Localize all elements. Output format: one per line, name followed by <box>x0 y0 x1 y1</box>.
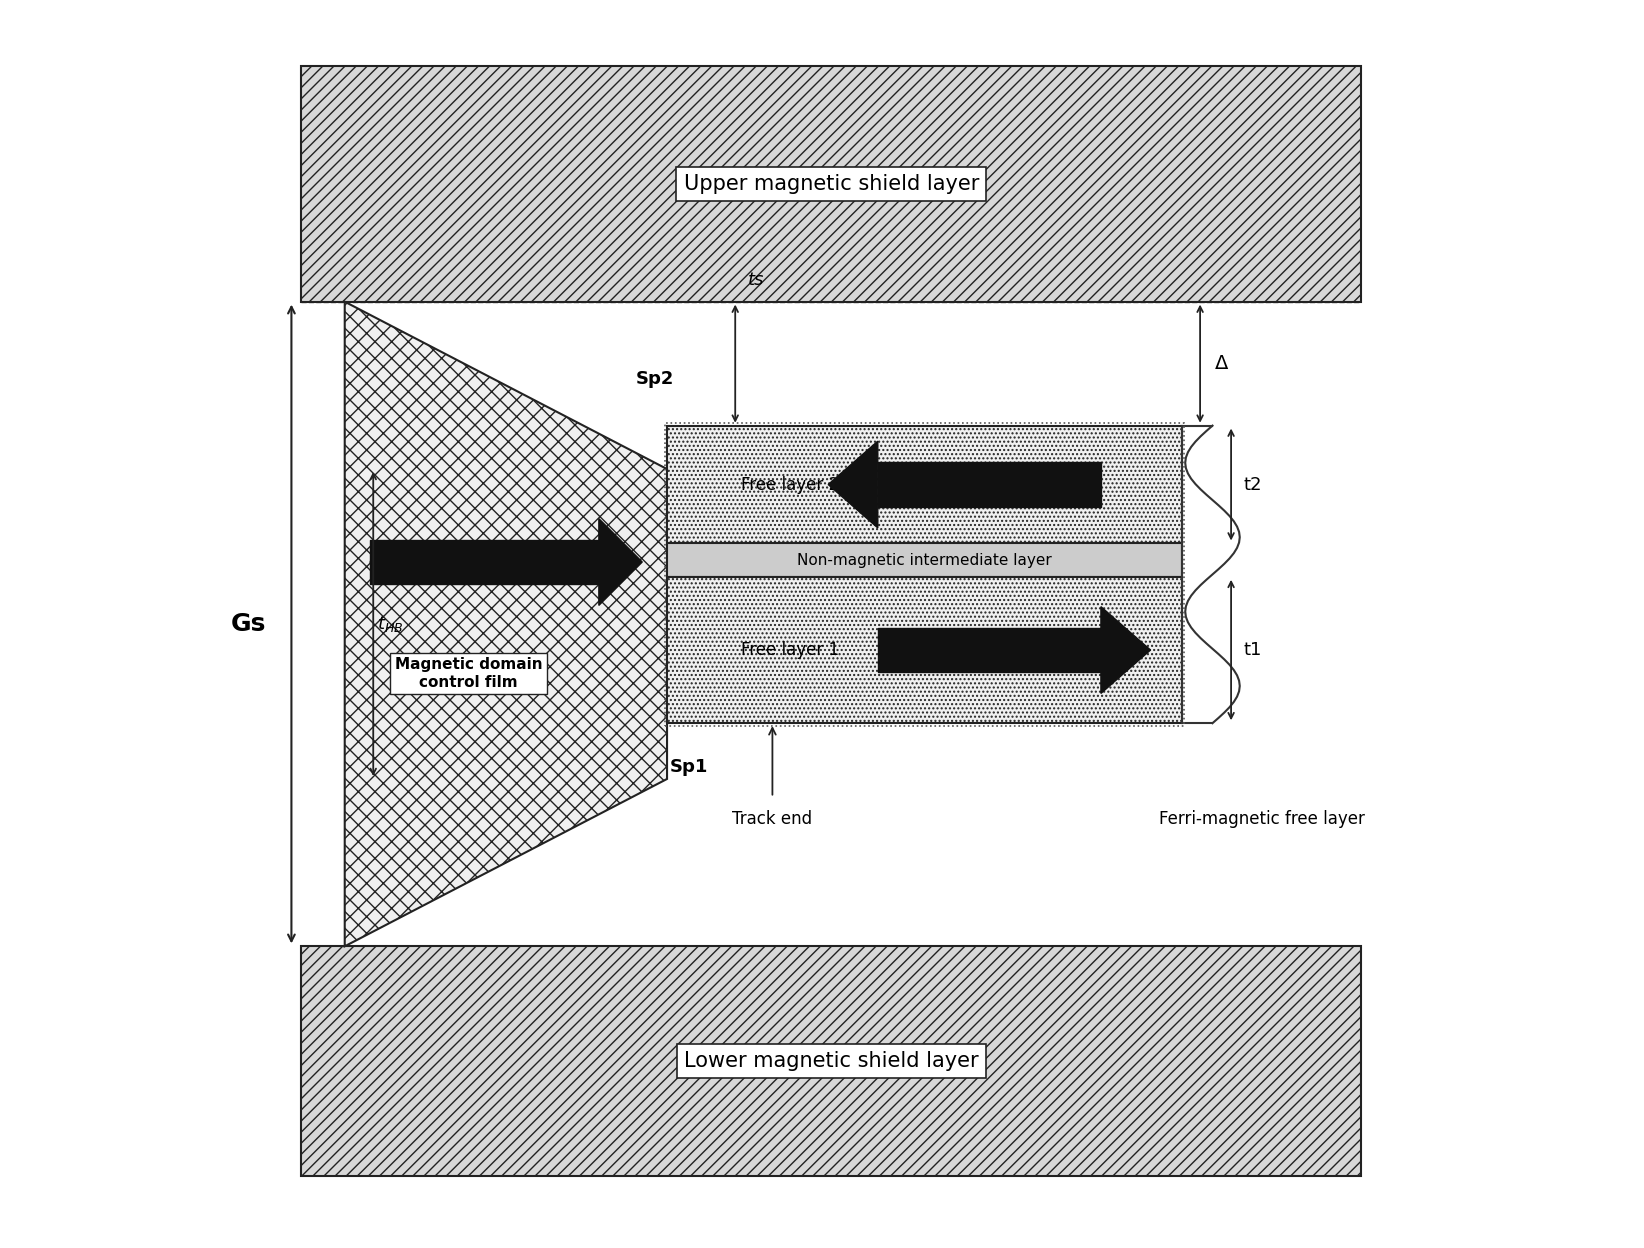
Bar <box>301 66 1361 302</box>
Text: Upper magnetic shield layer: Upper magnetic shield layer <box>684 173 978 193</box>
Text: Free layer 2: Free layer 2 <box>741 475 840 493</box>
Bar <box>667 426 1182 543</box>
Text: Gs: Gs <box>230 612 266 636</box>
Text: Non-magnetic intermediate layer: Non-magnetic intermediate layer <box>797 553 1052 568</box>
Bar <box>301 946 1361 1176</box>
Bar <box>664 423 1184 725</box>
Polygon shape <box>345 302 667 946</box>
Text: Ferri-magnetic free layer: Ferri-magnetic free layer <box>1159 810 1365 827</box>
Polygon shape <box>829 441 878 528</box>
Text: Track end: Track end <box>732 810 812 827</box>
Text: Sp1: Sp1 <box>669 758 709 776</box>
Text: Δ: Δ <box>1215 354 1228 373</box>
Text: t2: t2 <box>1243 475 1263 493</box>
Bar <box>667 577 1182 723</box>
Text: ts: ts <box>748 271 764 290</box>
Bar <box>667 543 1182 577</box>
Text: Free layer 1: Free layer 1 <box>741 641 840 659</box>
Text: $t_{HB}$: $t_{HB}$ <box>376 614 403 634</box>
Text: t1: t1 <box>1243 641 1263 659</box>
Polygon shape <box>1101 607 1151 694</box>
Text: Sp2: Sp2 <box>636 371 674 388</box>
Text: Magnetic domain
control film: Magnetic domain control film <box>395 658 543 690</box>
Text: Lower magnetic shield layer: Lower magnetic shield layer <box>684 1051 978 1071</box>
Polygon shape <box>598 519 643 605</box>
